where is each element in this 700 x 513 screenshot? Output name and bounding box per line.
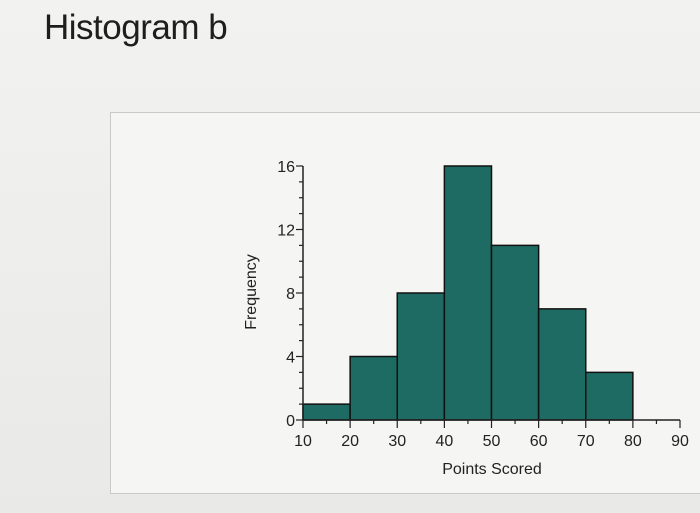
x-tick-label: 10	[294, 433, 312, 450]
histogram-bar	[443, 165, 493, 421]
x-tick-label: 50	[483, 433, 501, 450]
y-tick-label: 4	[286, 350, 295, 367]
page-title: Histogram b	[44, 8, 228, 47]
histogram-bar	[396, 292, 446, 421]
histogram-bar	[302, 403, 351, 421]
x-axis-label: Points Scored	[442, 461, 542, 478]
histogram-bar	[349, 355, 398, 421]
y-axis-label: Frequency	[243, 254, 260, 330]
y-tick-label: 0	[286, 413, 295, 430]
y-tick-label: 8	[286, 286, 295, 303]
x-tick-label: 90	[671, 433, 689, 450]
x-tick-label: 20	[341, 433, 359, 450]
x-tick-label: 40	[435, 433, 453, 450]
x-tick-label: 80	[624, 433, 642, 450]
x-tick-label: 30	[388, 433, 406, 450]
x-tick-label: 70	[577, 433, 595, 450]
histogram-bar	[490, 244, 540, 421]
histogram-bar	[585, 371, 634, 421]
y-tick-label: 12	[277, 223, 295, 240]
x-tick-label: 60	[530, 433, 548, 450]
y-tick-label: 16	[277, 159, 295, 176]
histogram-bar	[537, 308, 587, 421]
